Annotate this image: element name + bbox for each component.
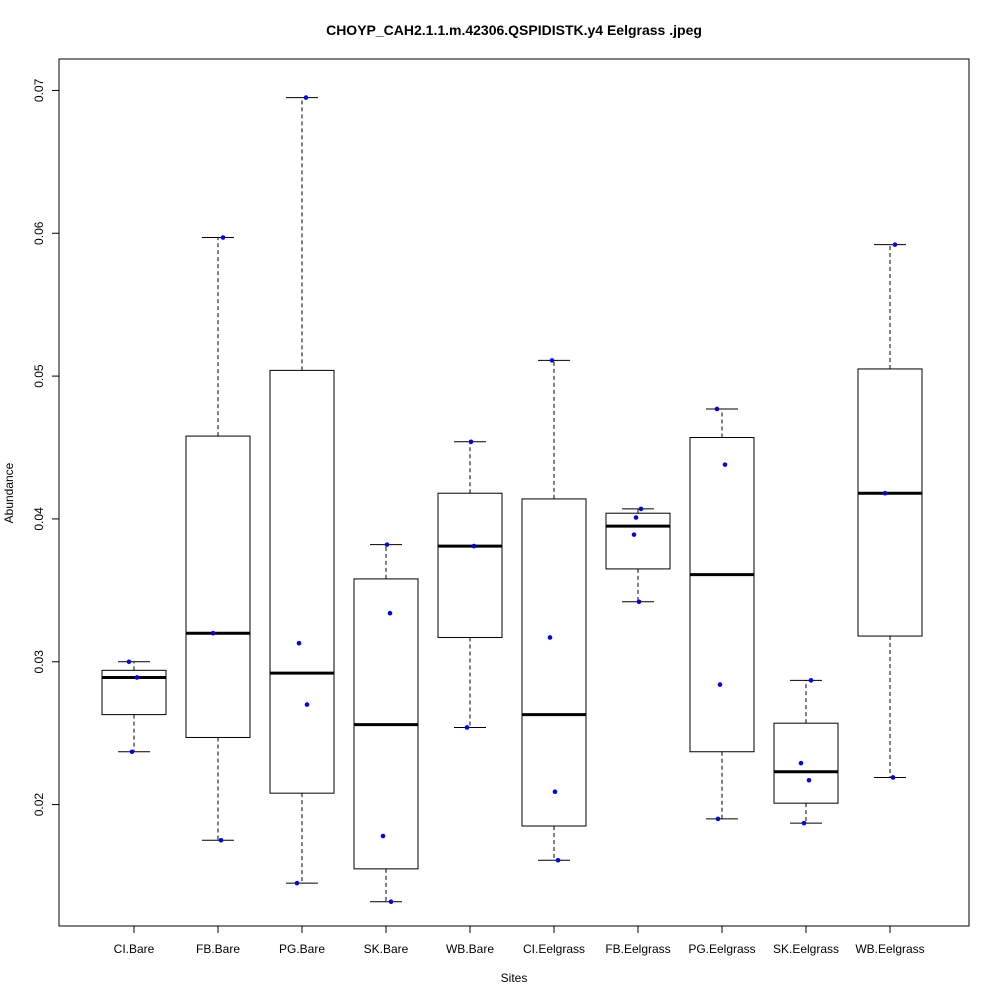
data-point xyxy=(715,407,720,412)
x-tick-label: SK.Bare xyxy=(364,942,409,956)
box-ci-eelgrass xyxy=(522,499,586,826)
x-tick-label: PG.Eelgrass xyxy=(688,942,755,956)
data-point xyxy=(716,817,721,822)
x-tick-label: PG.Bare xyxy=(279,942,325,956)
data-point xyxy=(634,515,639,520)
data-point xyxy=(799,761,804,766)
box-wb-bare xyxy=(438,493,502,637)
x-tick-label: CI.Eelgrass xyxy=(523,942,585,956)
data-point xyxy=(211,631,216,636)
data-point xyxy=(389,899,394,904)
data-point xyxy=(802,821,807,826)
data-point xyxy=(295,881,300,886)
data-point xyxy=(127,659,132,664)
data-point xyxy=(305,702,310,707)
y-tick-label: 0.03 xyxy=(32,650,46,674)
x-tick-label: SK.Eelgrass xyxy=(773,942,839,956)
y-tick-label: 0.06 xyxy=(32,221,46,245)
box-wb-eelgrass xyxy=(858,369,922,636)
x-tick-label: WB.Eelgrass xyxy=(855,942,924,956)
data-point xyxy=(219,838,224,843)
data-point xyxy=(639,507,644,512)
boxplot-chart: CHOYP_CAH2.1.1.m.42306.QSPIDISTK.y4 Eelg… xyxy=(0,0,1000,1000)
box-fb-bare xyxy=(186,436,250,737)
data-point xyxy=(388,611,393,616)
data-point xyxy=(381,834,386,839)
data-point xyxy=(809,678,814,683)
data-point xyxy=(632,532,637,537)
x-tick-label: FB.Bare xyxy=(196,942,240,956)
box-pg-eelgrass xyxy=(690,438,754,752)
x-tick-label: FB.Eelgrass xyxy=(605,942,670,956)
box-sk-eelgrass xyxy=(774,723,838,803)
x-axis-title: Sites xyxy=(501,971,528,985)
y-tick-label: 0.02 xyxy=(32,793,46,817)
data-point xyxy=(548,635,553,640)
data-point xyxy=(130,749,135,754)
box-fb-eelgrass xyxy=(606,513,670,569)
data-point xyxy=(550,358,555,363)
data-point xyxy=(469,439,474,444)
data-point xyxy=(297,641,302,646)
data-point xyxy=(807,778,812,783)
data-point xyxy=(718,682,723,687)
data-point xyxy=(221,235,226,240)
data-point xyxy=(385,542,390,547)
data-point xyxy=(304,95,309,100)
chart-canvas: CHOYP_CAH2.1.1.m.42306.QSPIDISTK.y4 Eelg… xyxy=(0,0,1000,1000)
data-point xyxy=(556,858,561,863)
data-point xyxy=(637,599,642,604)
data-point xyxy=(553,789,558,794)
data-point xyxy=(891,775,896,780)
chart-title: CHOYP_CAH2.1.1.m.42306.QSPIDISTK.y4 Eelg… xyxy=(326,22,702,38)
data-point xyxy=(472,544,477,549)
data-point xyxy=(893,242,898,247)
y-tick-label: 0.04 xyxy=(32,507,46,531)
x-tick-label: WB.Bare xyxy=(446,942,494,956)
data-point xyxy=(465,725,470,730)
y-axis-title: Abundance xyxy=(2,462,16,523)
data-point xyxy=(883,491,888,496)
data-point xyxy=(723,462,728,467)
box-pg-bare xyxy=(270,370,334,793)
y-tick-label: 0.05 xyxy=(32,364,46,388)
data-point xyxy=(135,675,140,680)
x-tick-label: CI.Bare xyxy=(114,942,155,956)
y-tick-label: 0.07 xyxy=(32,78,46,102)
